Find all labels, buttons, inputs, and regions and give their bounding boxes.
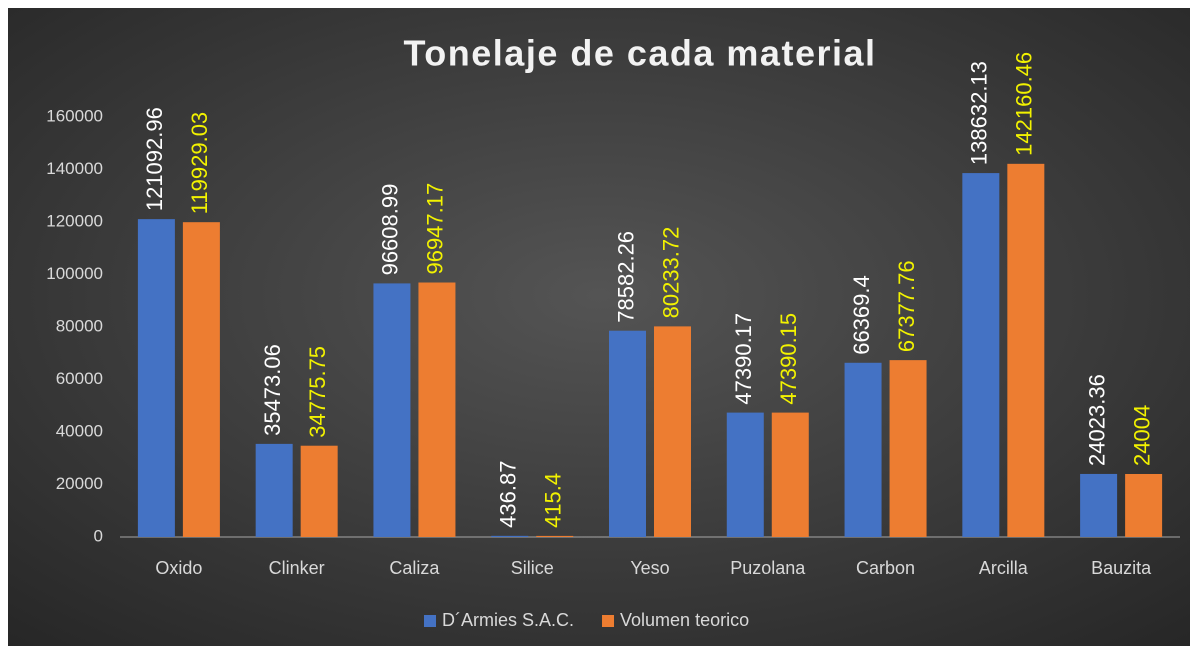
x-tick-label: Clinker: [269, 558, 325, 578]
data-label: 119929.03: [187, 112, 212, 214]
y-tick-label: 60000: [56, 369, 103, 388]
data-label: 80233.72: [658, 227, 683, 319]
bar: [255, 443, 293, 537]
bar: [137, 219, 175, 537]
bar: [300, 445, 338, 537]
y-tick-label: 0: [94, 526, 103, 545]
x-tick-label: Puzolana: [730, 558, 806, 578]
data-label: 47390.17: [731, 313, 756, 405]
chart-title: Tonelaje de cada material: [403, 33, 876, 74]
data-label: 96608.99: [378, 184, 403, 276]
bar: [491, 535, 529, 537]
bar: [771, 412, 809, 537]
bar: [889, 360, 927, 537]
y-tick-label: 120000: [46, 211, 103, 230]
data-label: 142160.46: [1012, 52, 1037, 156]
y-tick-label: 140000: [46, 159, 103, 178]
bar: [962, 173, 1000, 538]
x-tick-label: Caliza: [389, 558, 440, 578]
x-tick-label: Silice: [511, 558, 554, 578]
data-label: 24023.36: [1084, 374, 1109, 466]
x-tick-label: Oxido: [155, 558, 202, 578]
bar: [1125, 473, 1163, 537]
bar: [844, 362, 882, 537]
y-tick-label: 80000: [56, 316, 103, 335]
x-tick-label: Bauzita: [1091, 558, 1152, 578]
bar: [1080, 473, 1118, 537]
data-label: 121092.96: [142, 107, 167, 211]
y-tick-label: 40000: [56, 421, 103, 440]
data-label: 138632.13: [967, 61, 992, 165]
data-label: 96947.17: [423, 183, 448, 275]
legend-swatch: [424, 615, 436, 627]
bar: [1007, 163, 1045, 537]
data-label: 78582.26: [613, 231, 638, 323]
data-label: 67377.76: [894, 260, 919, 352]
x-tick-label: Arcilla: [979, 558, 1029, 578]
data-label: 34775.75: [305, 346, 330, 438]
legend-label: Volumen teorico: [620, 610, 749, 630]
data-label: 35473.06: [260, 344, 285, 436]
bar: [418, 282, 456, 537]
bar: [726, 412, 764, 537]
x-tick-label: Yeso: [630, 558, 669, 578]
bar: [182, 222, 220, 538]
bar: [654, 326, 691, 537]
data-label: 436.87: [496, 461, 521, 528]
bar: [536, 535, 574, 537]
data-label: 415.4: [541, 473, 566, 528]
data-label: 24004: [1129, 405, 1154, 466]
data-label: 66369.4: [849, 275, 874, 355]
legend-label: D´Armies S.A.C.: [442, 610, 574, 630]
x-tick-label: Carbon: [856, 558, 915, 578]
y-tick-label: 100000: [46, 264, 103, 283]
data-label: 47390.15: [776, 313, 801, 405]
y-tick-label: 20000: [56, 474, 103, 493]
bar: [609, 330, 646, 537]
bar: [373, 283, 411, 537]
y-tick-label: 160000: [46, 106, 103, 125]
legend-swatch: [602, 615, 615, 627]
